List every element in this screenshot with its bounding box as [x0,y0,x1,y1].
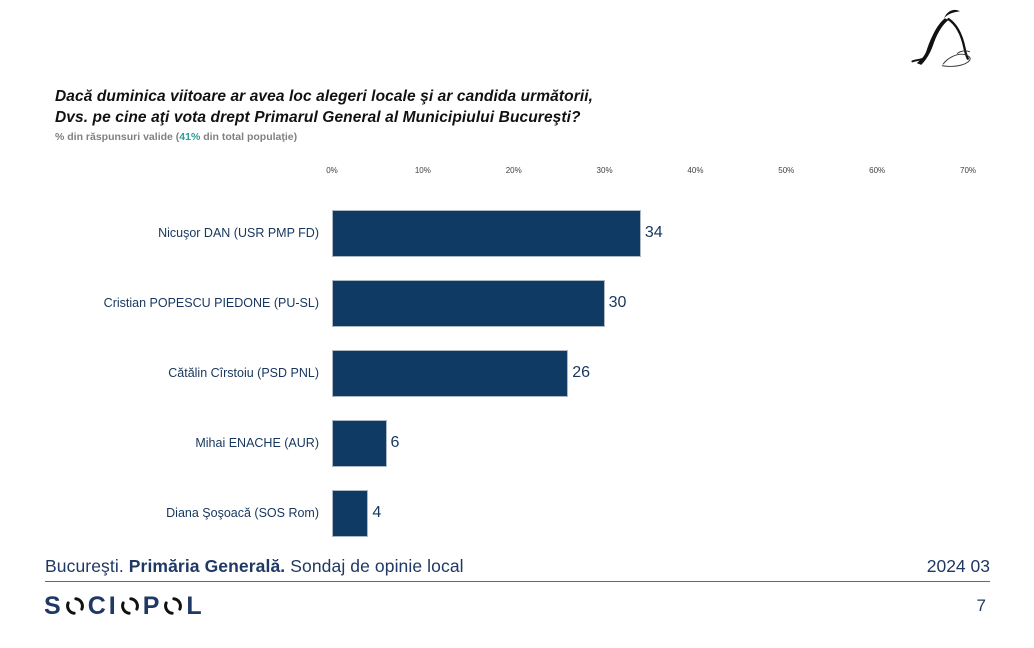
footer-location: Bucureşti. [45,556,129,576]
bar-label: Diana Şoşoacă (SOS Rom) [166,506,319,520]
footer-survey-type: Sondaj de opinie local [285,556,464,576]
page-number: 7 [976,596,986,615]
x-tick-60: 60% [869,166,886,175]
x-tick-30: 30% [596,166,613,175]
title-line-1: Dacă duminica viitoare ar avea loc alege… [55,88,594,105]
bar-row-nicusor-dan: Nicuşor DAN (USR PMP FD) 34 [0,198,968,268]
x-tick-0: 0% [326,166,338,175]
bar [332,349,569,397]
bar [332,419,387,467]
bar-value: 26 [572,364,591,381]
bar-value: 30 [608,294,627,311]
x-tick-50: 50% [778,166,795,175]
bar-label: Cătălin Cîrstoiu (PSD PNL) [168,366,319,380]
circular-arrow-o-icon [120,597,139,615]
title-line-2: Dvs. pe cine aţi vota drept Primarul Gen… [55,109,581,126]
sociopol-logo: S C I P L [44,592,203,620]
subtitle: % din răspunsuri valide (41% din total p… [55,131,297,143]
bar-label: Mihai ENACHE (AUR) [195,436,319,450]
brand-letter: I [108,592,117,620]
bar-label: Nicuşor DAN (USR PMP FD) [158,226,319,240]
bar-row-sosoaca: Diana Şoşoacă (SOS Rom) 4 [0,478,968,548]
bar-row-enache: Mihai ENACHE (AUR) 6 [0,408,968,478]
footer-subject: Primăria Generală. [128,556,286,576]
x-tick-20: 20% [505,166,522,175]
bar [332,209,641,257]
bar-track: 34 [332,209,968,257]
footer-caption: Bucureşti. Primăria Generală. Sondaj de … [45,556,464,577]
circular-arrow-o-icon [164,597,183,615]
brand-letter: P [142,592,161,620]
bar-track: 6 [332,419,968,467]
subtitle-prefix: % din răspunsuri valide ( [55,131,180,143]
bar-value: 4 [372,504,382,521]
bar-track: 26 [332,349,968,397]
bar-value: 6 [390,434,400,451]
footer-divider [45,581,990,582]
bar-value: 34 [644,224,663,241]
x-tick-70: 70% [959,166,977,175]
x-tick-40: 40% [687,166,704,175]
penguin-logo-icon [911,9,971,67]
bar-row-cirstoiu: Cătălin Cîrstoiu (PSD PNL) 26 [0,338,968,408]
footer-date: 2024 03 [926,556,990,576]
bar [332,489,369,537]
bar-label: Cristian POPESCU PIEDONE (PU-SL) [103,296,319,310]
x-tick-10: 10% [414,166,431,175]
bar-row-popescu-piedone: Cristian POPESCU PIEDONE (PU-SL) 30 [0,268,968,338]
brand-letter: L [186,592,203,620]
bar [332,279,605,327]
bar-track: 4 [332,489,968,537]
brand-letter: S [44,592,62,620]
circular-arrow-o-icon [65,597,84,615]
x-axis: 0% 10% 20% 30% 40% 50% 60% 70% [326,160,976,198]
brand-letter: C [87,592,107,620]
subtitle-suffix: din total populaţie) [200,131,298,143]
subtitle-percentage: 41% [179,131,201,143]
page-title: Dacă duminica viitoare ar avea loc alege… [55,86,593,128]
bar-chart: 0% 10% 20% 30% 40% 50% 60% 70% Nicuşor D… [0,160,976,548]
bar-track: 30 [332,279,968,327]
